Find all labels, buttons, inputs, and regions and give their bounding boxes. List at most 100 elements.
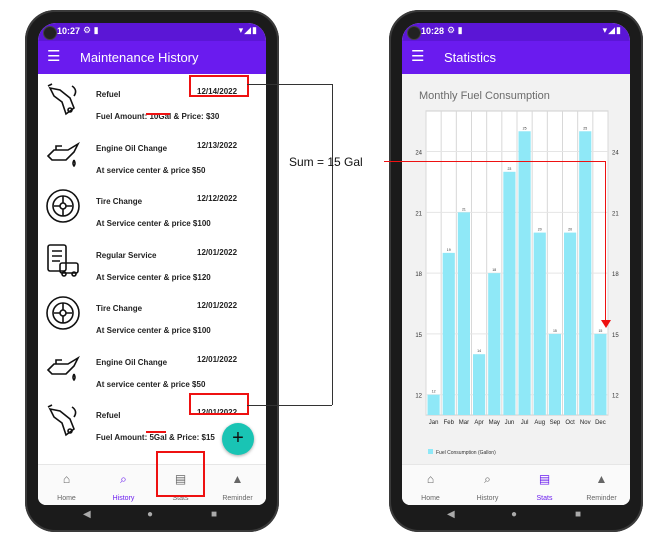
amount-underline — [146, 113, 170, 115]
recents-key-icon[interactable]: ■ — [575, 509, 582, 520]
item-title: Engine Oil Change — [96, 357, 168, 367]
list-item[interactable]: Refuel 12/14/2022 Fuel Amount: 10Gal & Pri… — [38, 74, 266, 127]
item-date: 12/01/2022 — [197, 354, 238, 364]
fuel-pump-icon — [44, 401, 82, 439]
data-label: 20 — [538, 228, 542, 232]
item-title: Regular Service — [96, 250, 157, 260]
page-title: Statistics — [444, 50, 497, 65]
bar — [564, 232, 577, 415]
data-label: 23 — [507, 167, 511, 171]
signal-battery-icon: ▾◢▮ — [602, 25, 622, 35]
status-bar: 10:28 ⚙ ▮ ▾◢▮ — [402, 23, 630, 41]
tire-icon — [44, 187, 82, 225]
bar — [442, 252, 455, 415]
history-screen: 10:27 ⚙ ▮ ▾◢▮ ☰ Maintenance History Refu… — [38, 23, 266, 505]
bar — [579, 131, 592, 415]
left-phone: 10:27 ⚙ ▮ ▾◢▮ ☰ Maintenance History Refu… — [25, 10, 279, 532]
signal-battery-icon: ▾◢▮ — [238, 25, 258, 35]
app-bar: ☰ Maintenance History — [38, 41, 266, 74]
item-date: 12/14/2022 — [197, 87, 238, 96]
nav-item-home[interactable]: ⌂ Home — [402, 465, 459, 505]
list-item[interactable]: Refuel 12/01/2022 Fuel Amount: 5Gal & Pric… — [38, 395, 266, 448]
fuel-pump-icon — [44, 80, 82, 118]
nav-item-home[interactable]: ⌂ Home — [38, 465, 95, 505]
nav-label: Reminder — [222, 495, 253, 502]
item-detail: Fuel Amount: 5Gal & Price: $15 — [96, 433, 215, 442]
item-title: Refuel — [96, 90, 121, 99]
pointer-arrow-icon — [601, 320, 611, 328]
x-tick-label: Apr — [474, 420, 483, 426]
back-key-icon[interactable]: ◀ — [83, 509, 91, 520]
nav-label: Stats — [172, 495, 189, 502]
home-icon: ⌂ — [62, 472, 71, 486]
history-list[interactable]: Refuel 12/14/2022 Fuel Amount: 10Gal & Pri… — [38, 74, 266, 464]
legend-label: Fuel Consumption (Gallon) — [436, 450, 496, 456]
pointer-line — [384, 161, 606, 162]
statistics-screen: 10:28 ⚙ ▮ ▾◢▮ ☰ Statistics Monthly Fuel … — [402, 23, 630, 505]
bar — [518, 131, 531, 415]
nav-item-history[interactable]: ⌕ History — [459, 465, 516, 505]
list-item[interactable]: Tire Change 12/01/2022 At Service center &… — [38, 288, 266, 341]
list-item[interactable]: Tire Change 12/12/2022 At Service center &… — [38, 181, 266, 234]
settings-status-icon: ⚙ ▮ — [447, 25, 463, 35]
nav-item-stats[interactable]: ▤ Stats — [152, 465, 209, 505]
data-label: 25 — [583, 126, 587, 130]
x-tick-label: Mar — [459, 420, 469, 426]
add-record-button[interactable]: + — [222, 423, 254, 455]
x-tick-label: Feb — [444, 420, 455, 426]
chart-panel: Monthly Fuel Consumption 12 12 15 15 18 18 21 2… — [402, 74, 630, 464]
item-detail: At Service center & price $100 — [96, 219, 211, 228]
home-key-icon[interactable]: ● — [147, 509, 154, 520]
x-tick-label: Dec — [595, 420, 606, 426]
nav-label: Stats — [536, 495, 553, 502]
y-tick-label-right: 15 — [612, 333, 619, 339]
nav-item-reminder[interactable]: ▲ Reminder — [573, 465, 630, 505]
recents-key-icon[interactable]: ■ — [211, 509, 218, 520]
bell-icon: ▲ — [231, 472, 244, 486]
hamburger-menu-icon[interactable]: ☰ — [47, 48, 61, 65]
item-title: Tire Change — [96, 304, 143, 313]
list-item[interactable]: Engine Oil Change 12/01/2022 At service ce… — [38, 342, 266, 395]
item-date: 12/01/2022 — [197, 301, 238, 310]
page-title: Maintenance History — [80, 50, 199, 65]
bar — [503, 171, 516, 415]
nav-item-history[interactable]: ⌕ History — [95, 465, 152, 505]
item-title: Tire Change — [96, 197, 143, 206]
x-tick-label: Jan — [429, 420, 439, 426]
date-highlight-box — [189, 75, 249, 97]
nav-label: Reminder — [586, 495, 617, 502]
nav-item-stats[interactable]: ▤ Stats — [516, 465, 573, 505]
bar — [473, 354, 486, 415]
front-camera — [43, 26, 57, 40]
sum-label: Sum = 15 Gal — [289, 155, 363, 169]
app-bar: ☰ Statistics — [402, 41, 630, 74]
item-title: Engine Oil Change — [96, 143, 168, 153]
data-label: 12 — [432, 390, 436, 394]
service-checklist-icon — [44, 241, 82, 279]
item-detail: At Service center & price $100 — [96, 326, 211, 335]
data-label: 15 — [598, 329, 602, 333]
hamburger-menu-icon[interactable]: ☰ — [411, 48, 425, 65]
bottom-navigation: ⌂ Home ⌕ History ▤ Stats ▲ Reminder — [38, 464, 266, 505]
search-icon: ⌕ — [484, 472, 491, 486]
nav-item-reminder[interactable]: ▲ Reminder — [209, 465, 266, 505]
bottom-navigation: ⌂ Home ⌕ History ▤ Stats ▲ Reminder — [402, 464, 630, 505]
connector-line — [247, 405, 332, 406]
item-title: Refuel — [96, 411, 121, 420]
data-label: 18 — [492, 268, 496, 272]
back-key-icon[interactable]: ◀ — [447, 509, 455, 520]
item-date: 12/01/2022 — [197, 247, 238, 257]
list-item[interactable]: Regular Service 12/01/2022 At Service cent… — [38, 235, 266, 288]
bar — [457, 212, 470, 415]
status-time: 10:28 — [421, 26, 445, 36]
y-tick-label-left: 18 — [415, 272, 422, 278]
connector-line — [332, 84, 333, 405]
android-nav-keys: ◀ ● ■ — [389, 505, 643, 527]
y-tick-label-left: 15 — [415, 333, 422, 339]
date-highlight-box — [189, 393, 249, 415]
home-key-icon[interactable]: ● — [511, 509, 518, 520]
list-item[interactable]: Engine Oil Change 12/13/2022 At service ce… — [38, 128, 266, 181]
nav-label: History — [476, 495, 499, 502]
stats-icon: ▤ — [538, 472, 551, 486]
item-detail: At service center & price $50 — [96, 165, 206, 175]
